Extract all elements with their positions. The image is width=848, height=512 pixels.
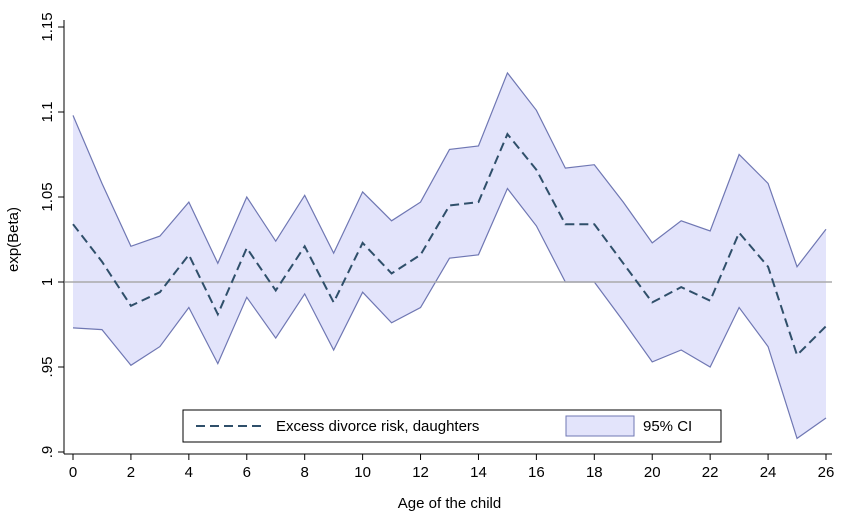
x-tick-label: 14 bbox=[470, 464, 487, 481]
ci-upper-bound bbox=[72, 71, 827, 268]
ci-band-area bbox=[73, 72, 826, 439]
y-ticks: .9 .95 1 1.05 1.1 1.15 bbox=[39, 12, 64, 458]
y-axis-title: exp(Beta) bbox=[5, 207, 22, 272]
axes bbox=[63, 20, 832, 455]
y-tick-label: .95 bbox=[39, 357, 56, 378]
series-line-0 bbox=[72, 132, 827, 357]
ci-lower-bound bbox=[72, 187, 827, 440]
x-tick-label: 0 bbox=[69, 464, 77, 481]
x-tick-label: 22 bbox=[702, 464, 719, 481]
legend: Excess divorce risk, daughters 95% CI bbox=[182, 409, 722, 443]
legend-box bbox=[182, 409, 722, 443]
y-tick-label: 1.05 bbox=[39, 182, 56, 211]
x-tick-label: 6 bbox=[243, 464, 251, 481]
x-tick-label: 8 bbox=[301, 464, 309, 481]
x-tick-label: 16 bbox=[528, 464, 545, 481]
x-tick-label: 12 bbox=[412, 464, 429, 481]
y-tick-label: 1.15 bbox=[39, 12, 56, 41]
x-tick-label: 24 bbox=[760, 464, 777, 481]
series-layer bbox=[72, 132, 827, 357]
x-axis-title: Age of the child bbox=[398, 495, 501, 512]
x-tick-label: 26 bbox=[818, 464, 835, 481]
y-tick-label: .9 bbox=[39, 446, 56, 459]
x-tick-label: 4 bbox=[185, 464, 193, 481]
x-ticks: 0 2 4 6 8 10 12 14 16 18 20 22 24 26 bbox=[69, 454, 835, 481]
y-tick-label: 1.1 bbox=[39, 102, 56, 123]
legend-label-series: Excess divorce risk, daughters bbox=[276, 418, 479, 435]
x-tick-label: 20 bbox=[644, 464, 661, 481]
legend-band-swatch bbox=[565, 415, 635, 437]
legend-label-ci: 95% CI bbox=[643, 418, 692, 435]
confidence-band-layer bbox=[72, 71, 827, 440]
x-tick-label: 2 bbox=[127, 464, 135, 481]
x-tick-label: 18 bbox=[586, 464, 603, 481]
x-tick-label: 10 bbox=[354, 464, 371, 481]
y-tick-label: 1 bbox=[39, 278, 56, 286]
